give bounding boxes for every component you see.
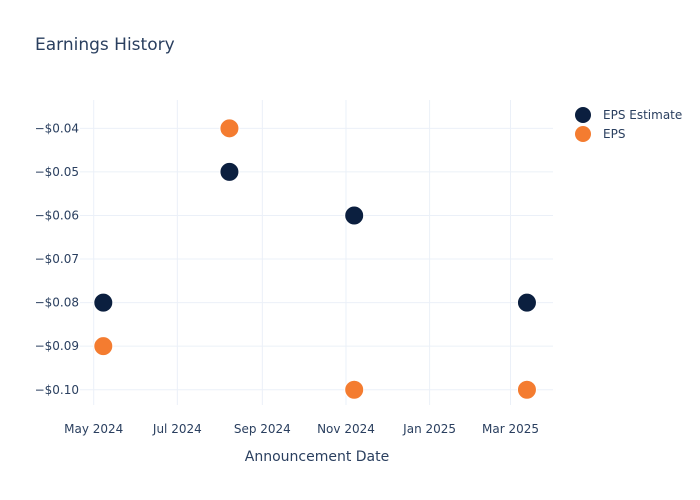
data-point-eps[interactable] [516, 379, 537, 400]
chart-title: Earnings History [35, 35, 175, 55]
x-tick-label: Jan 2025 [402, 422, 456, 436]
y-tick-label: −$0.08 [35, 296, 79, 310]
y-tick-label: −$0.04 [35, 121, 79, 135]
x-tick-label: May 2024 [64, 422, 123, 436]
data-point-eps[interactable] [93, 336, 114, 357]
data-point-eps[interactable] [219, 118, 240, 139]
legend-label: EPS Estimate [603, 108, 682, 122]
x-tick-label: Nov 2024 [317, 422, 375, 436]
grid [80, 100, 553, 405]
legend-label: EPS [603, 127, 625, 141]
y-axis-ticks: −$0.04 −$0.05 −$0.06 −$0.07 −$0.08 −$0.09 −$0.… [35, 121, 79, 396]
legend-marker [575, 107, 591, 123]
x-tick-label: Jul 2024 [152, 422, 202, 436]
y-tick-label: −$0.07 [35, 252, 79, 266]
data-points [93, 118, 537, 400]
data-point-eps-estimate[interactable] [93, 292, 114, 313]
y-tick-label: −$0.09 [35, 339, 79, 353]
x-tick-label: Mar 2025 [482, 422, 539, 436]
y-tick-label: −$0.06 [35, 208, 79, 222]
legend: EPS Estimate EPS [575, 107, 682, 142]
data-point-eps-estimate[interactable] [219, 161, 240, 182]
x-axis-ticks: May 2024 Jul 2024 Sep 2024 Nov 2024 Jan 2025… [64, 422, 539, 436]
legend-marker [575, 126, 591, 142]
data-point-eps[interactable] [344, 379, 365, 400]
data-point-eps-estimate[interactable] [344, 205, 365, 226]
x-tick-label: Sep 2024 [234, 422, 291, 436]
x-axis-title: Announcement Date [245, 449, 389, 465]
data-point-eps-estimate[interactable] [516, 292, 537, 313]
y-tick-label: −$0.05 [35, 165, 79, 179]
y-tick-label: −$0.10 [35, 383, 79, 397]
